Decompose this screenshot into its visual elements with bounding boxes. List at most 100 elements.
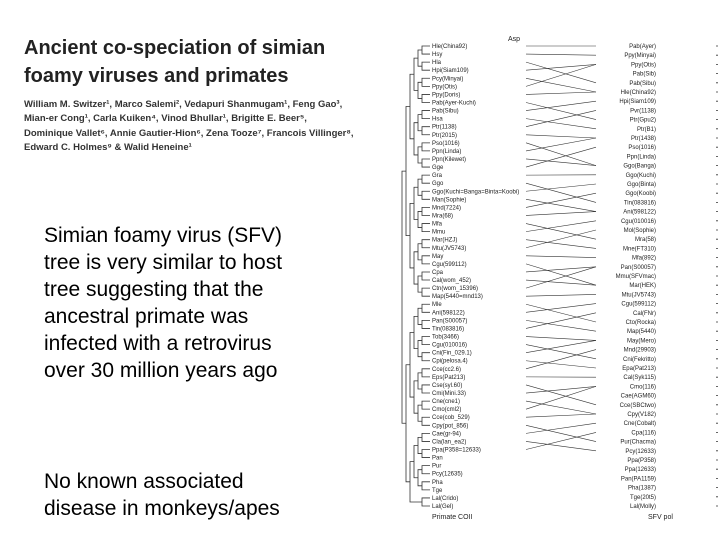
primate-tree-branch [413, 380, 418, 414]
primate-tree-branch [417, 275, 422, 293]
primate-tree-branch [421, 497, 430, 507]
sfv-taxon-label: Cal(FNr) [633, 311, 656, 317]
sfv-tree-branch [716, 137, 718, 148]
association-link [525, 100, 597, 111]
sfv-tree-branch [716, 358, 718, 369]
authors-line: Dominique Vallet⁶, Annie Gautier-Hion⁶, … [24, 127, 354, 139]
sfv-tree-branch [716, 432, 718, 442]
association-link [525, 422, 597, 434]
association-link [525, 102, 597, 120]
sfv-taxon-label: Ggo(Kuchi) [626, 173, 656, 179]
primate-taxon-label: Pcy(Minyai) [432, 76, 463, 82]
sfv-taxon-label: Mnd(29903) [624, 348, 656, 354]
sfv-tree-branch [716, 321, 718, 332]
primate-tree-branch [413, 186, 418, 220]
association-link [525, 220, 597, 232]
association-link [525, 64, 597, 71]
association-link [525, 441, 597, 452]
sfv-tree-label: SFV pol [648, 514, 673, 521]
association-link [525, 360, 597, 369]
sfv-taxon-label: Cmo(116) [630, 384, 656, 390]
sfv-tree-branch [716, 174, 718, 185]
primate-tree-branch [421, 384, 430, 394]
association-link [525, 303, 597, 323]
primate-tree-branch [421, 416, 430, 426]
primate-tree-branch [405, 364, 410, 483]
sfv-taxon-label: Pha(1387) [628, 486, 656, 492]
sfv-taxon-label: Cgu(599112) [621, 302, 656, 308]
primate-tree-branch [421, 352, 430, 362]
primate-tree-branch [421, 45, 430, 55]
primate-taxon-label: Cgu(599112) [432, 262, 467, 268]
primate-taxon-label: Ppy(Doris) [432, 92, 460, 98]
association-link [525, 400, 597, 415]
primate-tree-branch [421, 255, 430, 265]
primate-taxon-label: Ppy(Otis) [432, 84, 457, 90]
primate-taxon-label: Lal(Gel) [432, 504, 453, 510]
association-link [525, 142, 597, 166]
paper-title: Ancient co-speciation of simian foamy vi… [24, 34, 384, 90]
primate-tree-branch [421, 368, 430, 378]
paper-authors: William M. Switzer¹, Marco Salemi², Veda… [24, 98, 374, 156]
primate-tree-branch [421, 223, 430, 233]
sfv-taxon-label: Pab(Sibu) [629, 81, 656, 87]
association-link [525, 266, 597, 289]
primate-taxon-label: Cne(cne1) [432, 399, 460, 405]
primate-tree-branch [421, 239, 430, 249]
primate-taxon-label: May [432, 254, 443, 260]
sfv-tree-branch [716, 266, 718, 277]
association-link [525, 53, 597, 56]
primate-tree-branch [421, 481, 430, 491]
association-link [525, 386, 597, 394]
primate-tree-branch [421, 126, 430, 136]
sfv-taxon-label: Mtu(JV5743) [622, 292, 656, 298]
sfv-taxon-label: Pvr(1138) [630, 108, 656, 114]
primate-tree-branch [421, 336, 430, 345]
association-link [525, 303, 597, 313]
primate-tree-branch [413, 315, 418, 350]
summary-line: tree suggesting that the [44, 278, 264, 301]
association-link [525, 91, 597, 95]
association-link [525, 413, 597, 418]
primate-taxon-label: Lal(Crido) [432, 496, 458, 502]
association-link [525, 61, 597, 84]
primate-tree-branch [421, 449, 430, 458]
primate-taxon-label: Pan(S00057) [432, 318, 467, 324]
primate-taxon-label: Mnd(7224) [432, 205, 461, 211]
primate-tree-branch [409, 202, 414, 269]
sfv-taxon-label: Pur(Chacma) [620, 440, 656, 446]
association-links [525, 45, 597, 452]
sfv-tree-branch [716, 100, 718, 111]
association-link [525, 266, 597, 273]
association-link [525, 158, 597, 166]
association-link [525, 294, 597, 297]
sfv-taxon-label: Mar(HEK) [629, 283, 656, 289]
sfv-taxon-label: Pab(Ayer) [629, 44, 656, 50]
sfv-taxon-label: Ptr(Gpu2) [630, 118, 656, 124]
sfv-taxa-labels: Pab(Ayer) Ppy(Minyai) Ppy(Otis) Pab(Sib) Pab… [616, 44, 656, 510]
authors-line: Mian-er Cong¹, Carla Kuiken⁴, Vinod Bhul… [24, 113, 307, 125]
association-link [525, 223, 597, 240]
summary-line: over 30 million years ago [44, 359, 278, 382]
sfv-tree-branch [716, 505, 718, 507]
primate-taxon-label: Mar(HZJ) [432, 238, 457, 244]
note-line: No known associated [44, 470, 244, 493]
note-line: disease in monkeys/apes [44, 497, 280, 520]
primate-taxon-label: Pur [432, 464, 441, 470]
sfv-taxon-label: Cto(Rocka) [626, 320, 656, 326]
primate-tree-branch [413, 57, 418, 91]
primate-taxon-label: Ppn(Kilewet) [432, 157, 466, 163]
association-link [525, 349, 597, 370]
sfv-taxon-label: Pso(1016) [628, 145, 656, 151]
primate-tree-branch [417, 243, 422, 261]
primate-tree-branch [401, 170, 406, 424]
authors-line: William M. Switzer¹, Marco Salemi², Veda… [24, 99, 343, 110]
primate-taxon-label: Mra(68) [432, 213, 453, 219]
sfv-taxon-label: Epa(Pat213) [622, 366, 656, 372]
primate-tree-branch [421, 432, 430, 442]
association-link [525, 192, 597, 208]
primate-tree-branch [417, 49, 422, 67]
primate-tree-branch [405, 106, 410, 237]
association-link [525, 386, 597, 410]
primate-taxon-label: Cni(Fin_029.1) [432, 351, 472, 357]
